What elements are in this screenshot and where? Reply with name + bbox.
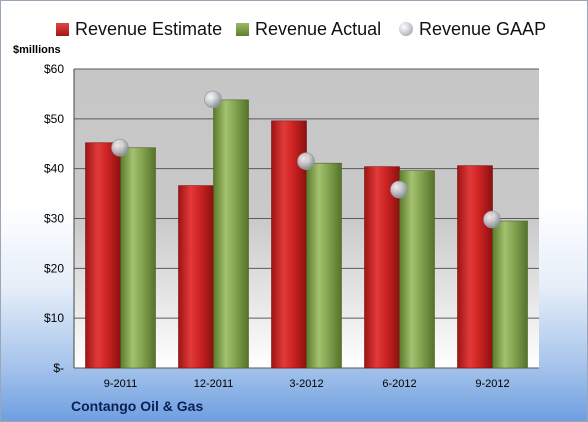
y-axis-units-label: $millions [13,44,61,56]
legend: Revenue Estimate Revenue Actual Revenue … [1,15,587,43]
y-tick-label: $- [53,361,64,375]
marker-gaap [297,152,315,170]
legend-label-estimate: Revenue Estimate [75,18,223,39]
y-tick-label: $30 [44,212,64,226]
marker-gaap [111,138,129,157]
bar-actual [399,170,435,369]
company-name: Contango Oil & Gas [71,398,204,414]
marker-gaap [204,90,222,109]
y-tick-label: $60 [44,62,64,76]
x-tick-label: 12-2011 [194,378,234,390]
bar-actual [492,220,528,369]
legend-item-actual: Revenue Actual [236,15,381,43]
y-tick-label: $40 [44,162,64,176]
legend-label-gaap: Revenue GAAP [419,18,547,39]
bar-estimate [85,142,121,369]
bar-actual [120,147,156,369]
legend-swatch-gaap [399,22,413,36]
y-tick-label: $20 [44,261,64,275]
x-tick-label: 9-2011 [104,378,137,390]
y-tick-label: $10 [44,311,64,325]
bar-actual [213,99,249,369]
legend-swatch-actual [236,22,249,36]
legend-item-estimate: Revenue Estimate [56,15,222,43]
x-tick-label: 9-2012 [475,378,509,390]
bar-estimate [457,165,493,369]
bar-actual [306,162,342,369]
marker-gaap [483,210,501,229]
y-tick-label: $50 [44,112,64,126]
legend-label-actual: Revenue Actual [255,18,382,39]
legend-item-gaap: Revenue GAAP [399,15,546,43]
x-tick-label: 6-2012 [382,378,416,390]
bar-estimate [178,185,214,369]
marker-gaap [390,180,408,199]
x-tick-label: 3-2012 [289,378,323,390]
legend-swatch-estimate [56,22,69,36]
